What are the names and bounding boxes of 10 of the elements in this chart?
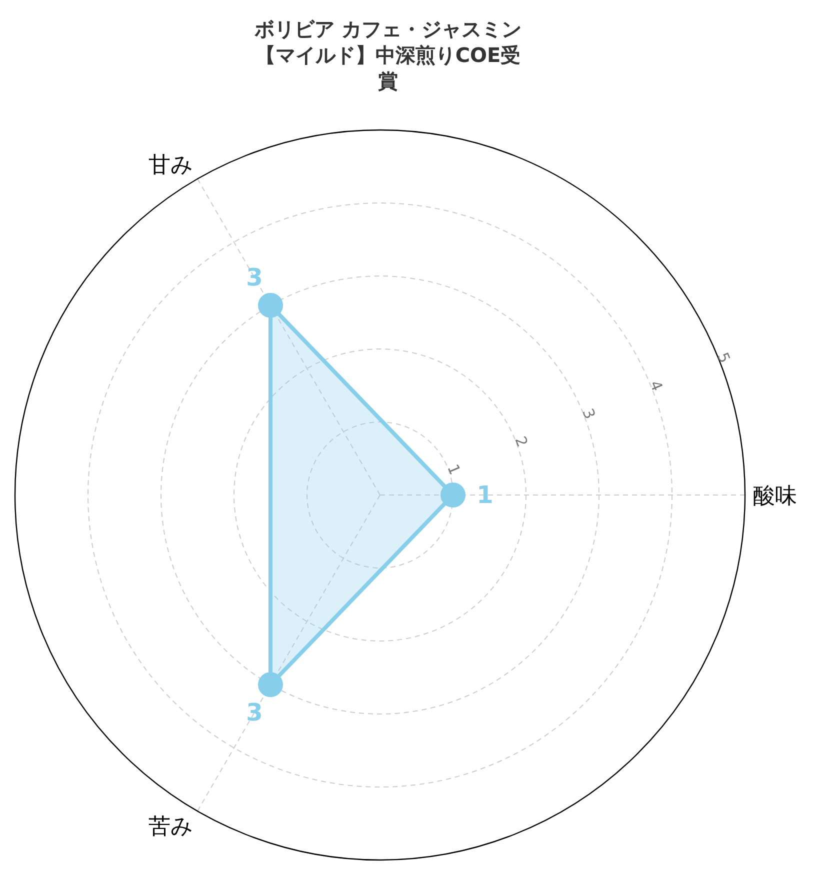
spoke-label: 酸味 xyxy=(753,484,797,509)
y-tick-label: 4 xyxy=(646,378,666,394)
data-label: 3 xyxy=(246,264,263,292)
y-tick-label: 2 xyxy=(511,434,532,450)
data-label: 1 xyxy=(476,481,494,509)
chart-title: ボリビア カフェ・ジャスミン【マイルド】中深煎りCOE受賞 xyxy=(254,16,522,94)
spoke-label: 甘み xyxy=(148,152,194,178)
spoke-label: 苦み xyxy=(148,814,194,840)
data-label: 3 xyxy=(246,698,263,726)
y-tick-label: 5 xyxy=(714,350,734,366)
